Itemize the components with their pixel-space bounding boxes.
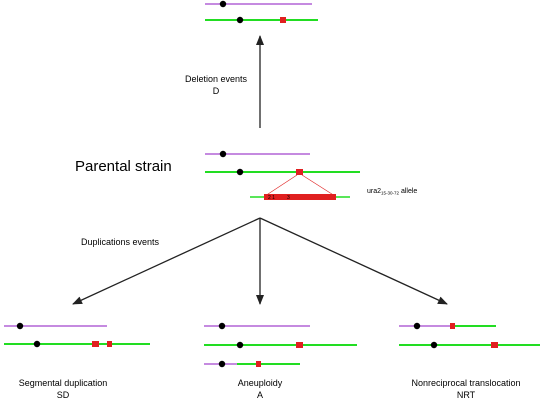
- nrt-arrow: [259, 217, 448, 305]
- centromere-dot: [413, 322, 421, 330]
- allele-label: ura215-30-72 allele: [367, 188, 417, 196]
- sd-code: SD: [57, 390, 70, 400]
- centromere-dot: [16, 322, 24, 330]
- segmental-duplication: [4, 322, 150, 348]
- aneuploidy: [204, 322, 357, 368]
- deletion-product: [205, 0, 318, 24]
- centromere-dot: [219, 0, 227, 8]
- aneuploidy-code: A: [257, 390, 263, 400]
- mutation-marker: [491, 342, 498, 348]
- mutation-marker: [450, 323, 455, 329]
- mutation-marker: [107, 341, 112, 347]
- deletion-title: Deletion events: [185, 74, 248, 84]
- centromere-dot: [236, 168, 244, 176]
- nrt-title: Nonreciprocal translocation: [411, 378, 520, 388]
- duplications-title: Duplications events: [81, 237, 160, 247]
- centromere-dot: [236, 16, 244, 24]
- parental-strain: 2 1 3: [205, 150, 360, 201]
- centromere-dot: [218, 360, 226, 368]
- centromere-dot: [219, 150, 227, 158]
- allele-bar: [264, 194, 336, 200]
- centromere-dot: [33, 340, 41, 348]
- parental-title: Parental strain: [75, 158, 172, 175]
- mutation-marker: [296, 342, 303, 348]
- zoom-line-right: [301, 174, 336, 197]
- allele-label-prefix: ura2: [367, 188, 381, 195]
- mutation-marker: [280, 17, 286, 23]
- centromere-dot: [236, 341, 244, 349]
- deletion-code: D: [213, 86, 220, 96]
- mutation-marker: [296, 169, 303, 175]
- allele-marker-3: 3: [287, 195, 290, 201]
- mutation-marker: [92, 341, 99, 347]
- allele-label-subscript: 15-30-72: [381, 191, 400, 196]
- centromere-dot: [430, 341, 438, 349]
- allele-markers: 2 1: [268, 195, 275, 201]
- aneuploidy-title: Aneuploidy: [238, 378, 283, 388]
- nonreciprocal-translocation: [399, 322, 540, 349]
- zoom-line-left: [264, 174, 298, 197]
- sd-arrow: [72, 217, 261, 305]
- mutation-marker: [256, 361, 261, 367]
- sd-title: Segmental duplication: [19, 378, 108, 388]
- nrt-code: NRT: [457, 390, 476, 400]
- allele-label-suffix: allele: [399, 188, 417, 195]
- centromere-dot: [218, 322, 226, 330]
